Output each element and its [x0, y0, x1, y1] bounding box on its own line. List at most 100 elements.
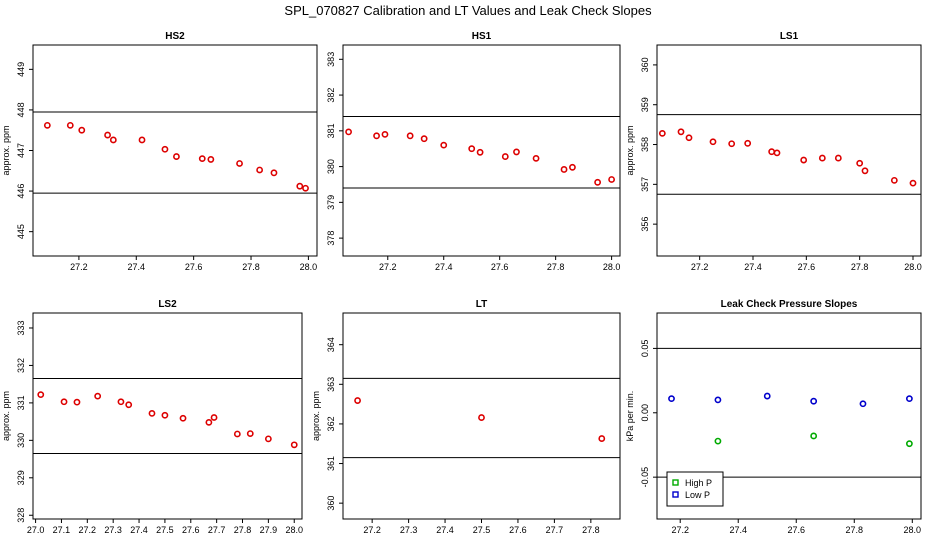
y-axis-label: approx. ppm [1, 125, 11, 175]
data-point [905, 395, 913, 403]
data-point [569, 163, 576, 171]
x-tick-label: 27.5 [156, 525, 174, 535]
y-tick-label: 359 [640, 97, 650, 112]
y-tick-label: 356 [640, 217, 650, 232]
data-point [205, 418, 213, 426]
y-tick-label: 445 [16, 224, 26, 239]
x-tick-label: 27.7 [546, 525, 564, 535]
data-point [909, 179, 917, 187]
y-tick-label: 383 [326, 52, 336, 67]
x-tick-label: 27.2 [379, 262, 397, 272]
data-point [78, 126, 86, 134]
y-axis-label: approx. ppm [625, 125, 635, 175]
data-point [233, 430, 241, 438]
data-point [210, 414, 218, 421]
panel-title: HS2 [165, 31, 185, 42]
data-point [608, 176, 616, 183]
x-tick-label: 27.7 [208, 525, 226, 535]
data-point [685, 134, 693, 142]
x-tick-label: 27.4 [744, 262, 762, 272]
data-point [861, 167, 869, 175]
data-point [302, 184, 309, 192]
data-point [264, 435, 272, 443]
data-point [890, 176, 898, 184]
y-tick-label: 360 [326, 496, 336, 511]
panel-hs1: HS1 27.2 27.4 27.6 27.8 28.0 378 379 380 381 382 38… [326, 31, 621, 272]
x-tick-label: 27.6 [491, 262, 509, 272]
y-axis-label: kPa per min. [625, 391, 635, 442]
y-tick-label: 379 [326, 195, 336, 210]
panel-title: LS2 [158, 299, 177, 310]
x-tick-label: 27.8 [582, 525, 600, 535]
y-axis-label: approx. ppm [311, 391, 321, 441]
data-point [256, 166, 264, 174]
data-point [161, 145, 169, 153]
data-point [763, 392, 771, 400]
panel-title: HS1 [472, 31, 492, 42]
x-tick-label: 27.4 [435, 262, 453, 272]
x-tick-label: 28.0 [603, 262, 621, 272]
data-point [94, 392, 102, 400]
data-point [468, 145, 476, 153]
data-point [198, 155, 206, 163]
x-tick-label: 27.8 [547, 262, 565, 272]
data-point [598, 435, 606, 442]
panel-ls1: LS1 27.2 27.4 27.6 27.8 28.0 356 357 358 359 360 ap… [625, 31, 922, 272]
data-point [714, 437, 722, 445]
y-tick-label: 446 [16, 184, 26, 199]
x-tick-label: 27.8 [242, 262, 260, 272]
y-tick-label: 363 [326, 377, 336, 392]
x-tick-label: 27.2 [363, 525, 381, 535]
data-point [207, 156, 215, 163]
y-tick-label: 364 [326, 337, 336, 352]
data-point [148, 409, 156, 417]
y-tick-label: 330 [16, 433, 26, 448]
y-tick-label: 361 [326, 456, 336, 471]
data-point [859, 400, 867, 408]
x-tick-label: 27.8 [234, 525, 252, 535]
plot-frame [342, 44, 621, 257]
data-point [161, 411, 169, 419]
data-point [179, 414, 187, 422]
data-point [290, 441, 298, 449]
y-tick-label: 0.00 [640, 404, 650, 422]
data-point [354, 397, 361, 404]
data-point [818, 154, 826, 162]
x-tick-label: 27.4 [729, 525, 747, 535]
data-point [560, 166, 568, 173]
data-point [420, 135, 428, 143]
x-tick-label: 27.4 [436, 525, 454, 535]
y-tick-label: 448 [16, 102, 26, 117]
x-tick-label: 27.4 [128, 262, 146, 272]
y-tick-label: 362 [326, 416, 336, 431]
x-tick-label: 27.2 [691, 262, 709, 272]
data-point [677, 128, 685, 136]
x-tick-label: 27.6 [182, 525, 200, 535]
data-point [834, 154, 842, 162]
data-point [440, 141, 448, 149]
data-point [345, 128, 352, 136]
plot-frame [656, 312, 922, 520]
data-point [109, 136, 117, 144]
data-point [668, 395, 675, 403]
x-tick-label: 27.4 [130, 525, 148, 535]
data-point [476, 148, 484, 156]
data-point [744, 139, 752, 147]
data-point [478, 414, 485, 421]
y-tick-label: 447 [16, 143, 26, 158]
x-tick-label: 28.0 [300, 262, 318, 272]
y-tick-label: 357 [640, 177, 650, 192]
panel-title: LT [476, 299, 487, 310]
plot-frame [32, 312, 303, 520]
data-point [406, 132, 414, 140]
data-point [773, 149, 781, 157]
x-tick-label: 27.3 [400, 525, 418, 535]
data-point [117, 398, 125, 406]
data-point [532, 154, 540, 162]
y-tick-label: 332 [16, 358, 26, 373]
data-point [73, 398, 81, 406]
legend-symbol [672, 479, 679, 486]
data-point [173, 153, 180, 160]
x-tick-label: 28.0 [904, 262, 922, 272]
